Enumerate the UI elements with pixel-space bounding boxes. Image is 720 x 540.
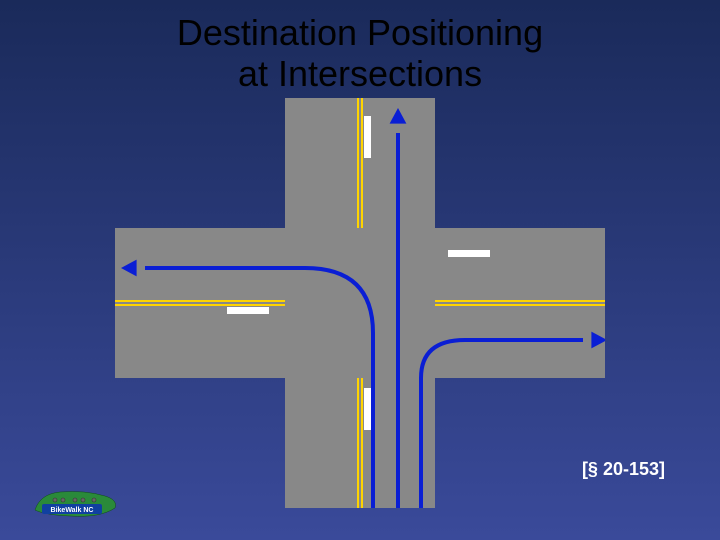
arrowhead-straight-through <box>390 108 407 124</box>
statute-citation: [§ 20‑153] <box>582 459 665 480</box>
arrowhead-left-turn <box>121 260 137 277</box>
path-left-turn <box>145 268 373 508</box>
slide-title: Destination Positioning at Intersections <box>0 0 720 95</box>
intersection-diagram <box>115 98 605 508</box>
svg-text:BikeWalk NC: BikeWalk NC <box>51 507 94 514</box>
travel-paths <box>115 98 605 508</box>
path-right-turn <box>421 340 583 508</box>
bikewalk-nc-logo: BikeWalk NC <box>30 482 120 522</box>
title-line-1: Destination Positioning <box>0 12 720 53</box>
title-line-2: at Intersections <box>0 53 720 94</box>
arrowhead-right-turn <box>591 332 605 349</box>
